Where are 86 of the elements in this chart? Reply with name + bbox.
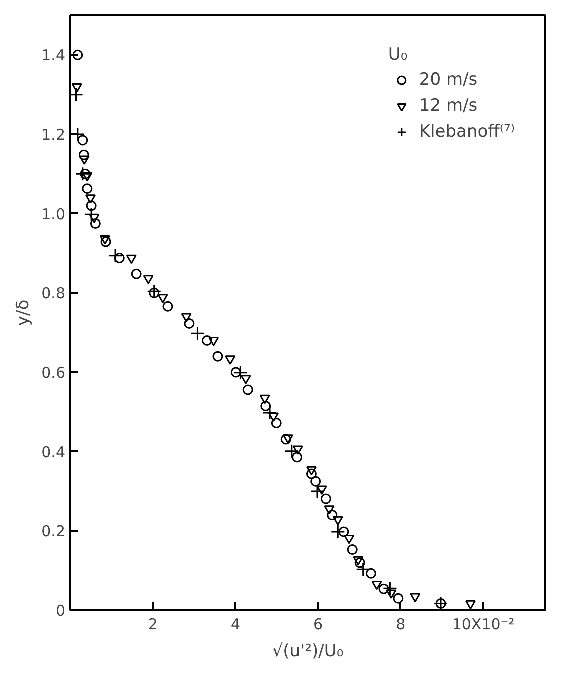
point: [292, 446, 304, 456]
point: [372, 580, 382, 590]
point: [158, 294, 168, 304]
point: [386, 590, 397, 599]
legend-title: U₀: [388, 45, 409, 65]
point: [356, 562, 371, 577]
y-tick-label: 0.2: [42, 522, 66, 541]
x-tick-label: 6: [314, 616, 324, 634]
point: [332, 516, 344, 526]
point: [465, 600, 476, 610]
point: [347, 544, 358, 556]
point: [208, 337, 220, 346]
point: [316, 486, 328, 496]
point: [143, 275, 154, 284]
point: [292, 452, 303, 463]
y-tick-label: 0.4: [42, 443, 66, 462]
point: [202, 336, 212, 346]
point: [242, 384, 254, 396]
point: [233, 366, 248, 380]
x-axis-title: √(u'²)/U₀: [272, 642, 344, 662]
y-tick-label: 0.8: [42, 284, 66, 303]
point: [268, 412, 279, 422]
point: [306, 468, 317, 480]
x-tick-label: 4: [230, 616, 240, 634]
point: [100, 236, 112, 248]
legend-label: 12 m/s: [419, 96, 478, 116]
point: [82, 184, 93, 194]
point: [240, 375, 252, 384]
point: [86, 200, 97, 212]
point: [330, 524, 346, 540]
point: [284, 444, 300, 459]
point: [162, 301, 174, 312]
point: [89, 214, 100, 224]
point: [230, 367, 242, 378]
legend-label: 20 m/s: [419, 70, 478, 90]
x-tick-label: 10X10⁻²: [452, 616, 515, 634]
point: [382, 581, 398, 596]
point: [78, 150, 90, 160]
point: [84, 207, 99, 222]
point: [344, 534, 355, 544]
y-tick-label: 1.4: [42, 46, 66, 65]
point: [190, 326, 205, 341]
point: [310, 476, 322, 487]
point: [353, 556, 364, 566]
legend-label: Klebanoff⁽⁷⁾: [419, 122, 515, 142]
point: [212, 351, 224, 362]
point: [100, 235, 110, 245]
point: [85, 194, 96, 204]
x-tick-label: 2: [148, 616, 158, 634]
point: [271, 418, 282, 429]
point: [354, 558, 366, 568]
point: [378, 584, 390, 594]
point: [181, 313, 192, 323]
point: [310, 484, 325, 499]
point: [262, 406, 278, 420]
point: [78, 135, 88, 146]
point: [366, 568, 376, 579]
y-axis-title: y/δ: [14, 300, 34, 326]
point: [149, 288, 160, 298]
point: [320, 494, 332, 504]
point: [225, 356, 236, 365]
point: [147, 284, 162, 299]
point: [76, 166, 90, 182]
y-tick-label: 0.6: [42, 364, 66, 382]
y-tick-label: 0: [56, 602, 66, 620]
point: [79, 156, 90, 166]
point: [393, 593, 404, 604]
point: [306, 466, 317, 476]
point: [126, 254, 137, 264]
x-tick-label: 8: [396, 616, 406, 634]
point: [72, 50, 84, 60]
point: [108, 248, 123, 264]
point: [327, 510, 338, 521]
y-tick-label: 1.2: [42, 126, 66, 144]
point: [338, 526, 350, 538]
point: [72, 84, 82, 93]
point: [260, 394, 270, 404]
point: [82, 172, 93, 182]
point: [184, 318, 195, 329]
point: [324, 506, 335, 515]
point: [410, 593, 421, 603]
point: [90, 218, 101, 229]
point: [260, 400, 272, 412]
point: [70, 88, 84, 102]
y-tick-label: 1.0: [42, 205, 66, 224]
point: [131, 268, 142, 280]
